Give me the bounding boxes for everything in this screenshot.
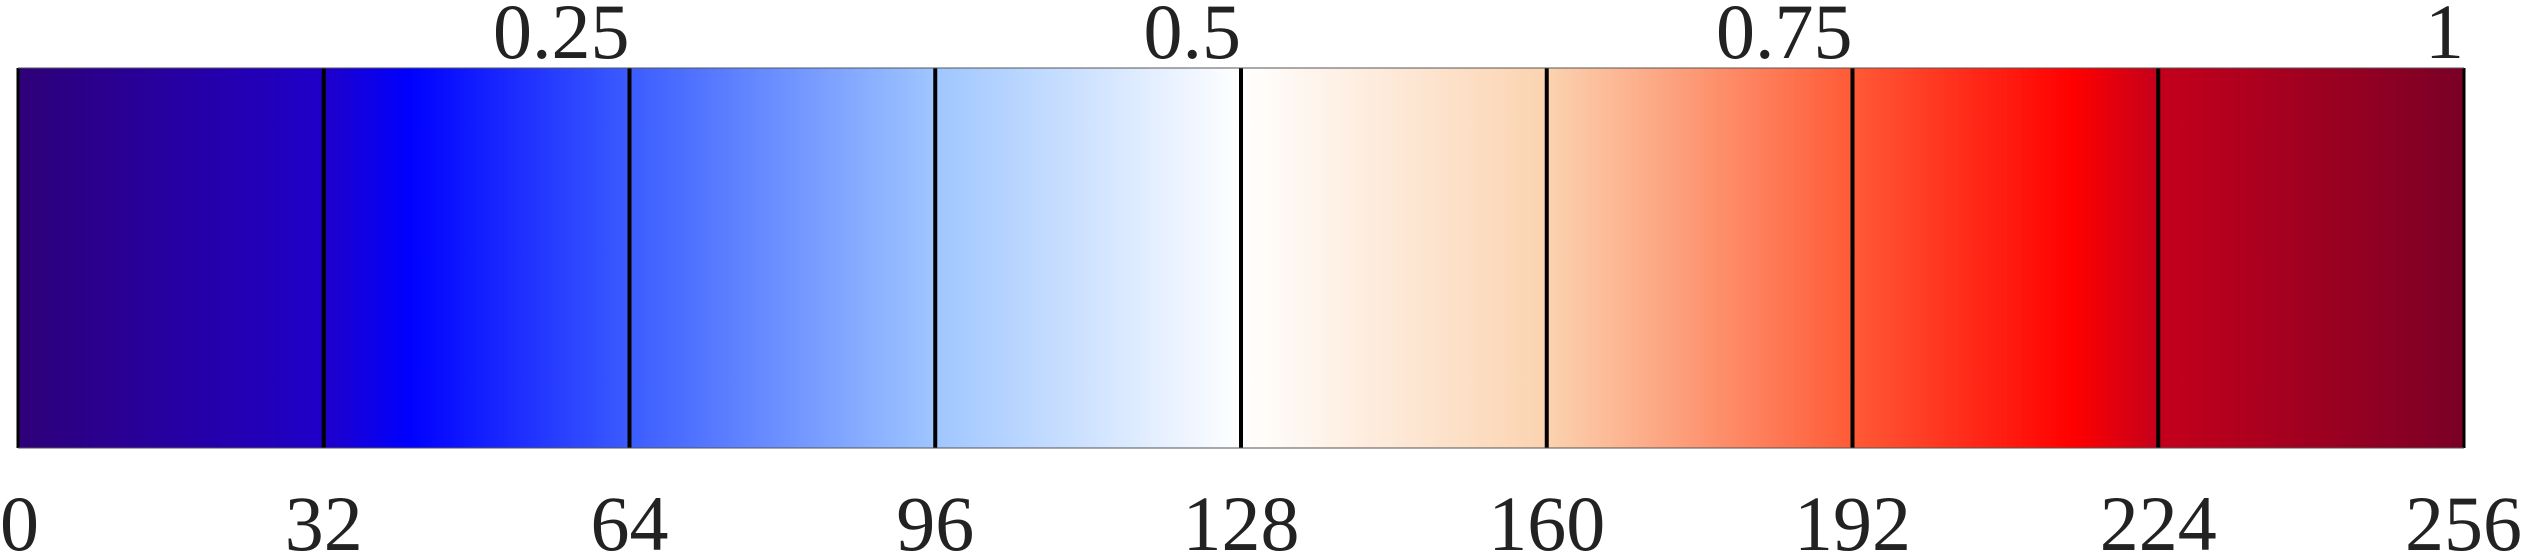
bottom-tick-label: 224 xyxy=(2100,480,2217,555)
bottom-tick-label: 96 xyxy=(896,480,974,555)
bottom-tick-label: 192 xyxy=(1794,480,1911,555)
colorbar-dividers xyxy=(16,67,2466,449)
bottom-tick-label: 32 xyxy=(285,480,363,555)
top-axis-labels: 0.25 0.5 0.75 1 xyxy=(493,0,2464,75)
bottom-tick-label: 0 xyxy=(0,480,39,555)
top-tick-label: 0.5 xyxy=(1144,0,1242,75)
bottom-tick-label: 64 xyxy=(591,480,669,555)
top-tick-label: 0.75 xyxy=(1716,0,1853,75)
bottom-axis-labels: 0 32 64 96 128 160 192 224 256 xyxy=(0,480,2522,555)
bottom-tick-label: 160 xyxy=(1488,480,1605,555)
top-tick-label: 1 xyxy=(2425,0,2464,75)
bottom-tick-label: 128 xyxy=(1183,480,1300,555)
top-tick-label: 0.25 xyxy=(493,0,630,75)
bottom-tick-label: 256 xyxy=(2405,480,2522,555)
